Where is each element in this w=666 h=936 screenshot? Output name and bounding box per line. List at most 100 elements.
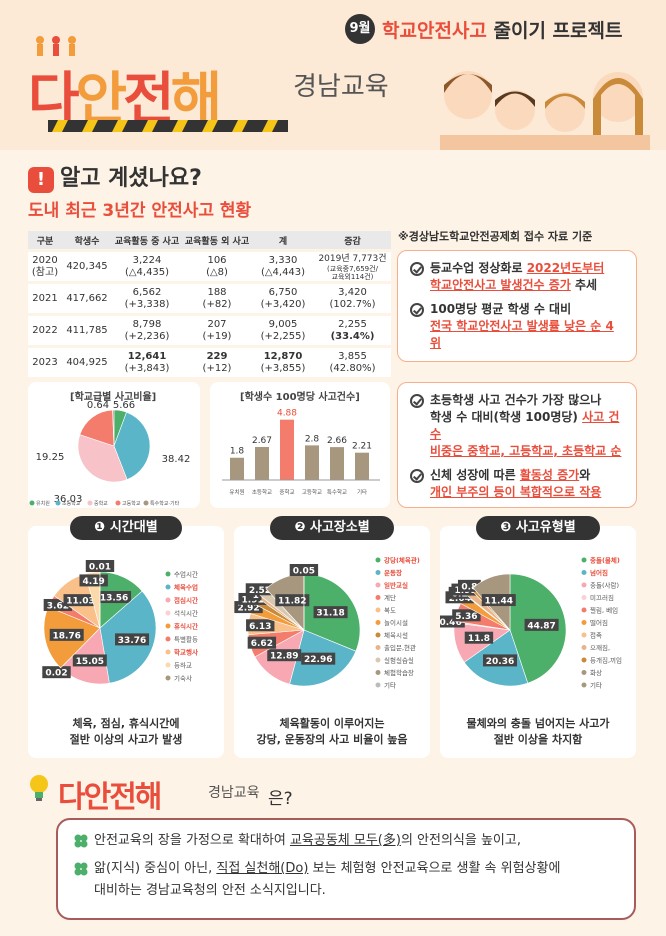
logo-sub-text: 경남교육 (293, 72, 389, 102)
table-header: 계 (252, 231, 314, 249)
table-row: 2023 404,925 12,641 (+3,843) 229 (+12) 12,… (28, 348, 391, 377)
data-label: 2.8 (305, 434, 320, 444)
legend-marker (87, 500, 93, 506)
tick-label: 초등학교 (252, 488, 272, 496)
data-label-box (452, 609, 481, 622)
legend-marker (581, 582, 587, 588)
legend-entry: 기타 (384, 681, 396, 690)
legend-entry: 충돌(사람) (590, 581, 619, 590)
footer-question: 은? (268, 789, 293, 809)
data-label-box (275, 594, 310, 607)
data-label-box (267, 649, 302, 662)
legend-entry: 운동장 (384, 568, 402, 577)
section-subheading: 도내 최근 3년간 안전사고 현황 (28, 201, 252, 221)
legend-marker (375, 682, 381, 688)
table-row: 2022 411,785 8,798 (+2,236) 207 (+19) 9,00… (28, 316, 391, 345)
legend-marker (375, 557, 381, 563)
legend-entry: 휴식시간 (174, 622, 198, 631)
time-badge: ❶ 시간대별 (70, 516, 182, 540)
info-box-trend: 등교수업 정상화로 2022년도부터 학교안전사고 발생건수 증가 추세 100명… (397, 250, 637, 362)
data-label: 31.18 (316, 609, 344, 619)
data-label: 20.36 (486, 657, 514, 667)
table-header-row: 구분 학생수 교육활동 중 사고 교육활동 외 사고 계 증감 (28, 231, 391, 249)
type-pie-chart: 44.8720.3611.80.465.362.640.281.990.811.… (440, 556, 622, 690)
accident-stats-table: 구분 학생수 교육활동 중 사고 교육활동 외 사고 계 증감 2020 (참고)… (28, 228, 391, 380)
legend-entry: 기타 (590, 681, 602, 690)
data-label-box (524, 618, 559, 631)
legend-marker (581, 570, 587, 575)
data-label: 6.62 (251, 639, 273, 649)
legend-marker (375, 645, 381, 650)
data-label-box (483, 654, 518, 667)
data-label: 2.92 (237, 604, 259, 614)
pie-slice (112, 409, 115, 447)
data-label-box (85, 560, 115, 572)
tick-label: 중학교 (279, 488, 294, 496)
info-box-analysis: 초등학생 사고 건수가 가장 많으나 학생 수 대비(학생 100명당) 사고 건… (397, 382, 637, 508)
legend-marker (581, 607, 587, 613)
data-label-box (72, 654, 107, 667)
legend-marker (581, 620, 587, 625)
legend-entry: 수업시간 (174, 570, 198, 579)
per100-chart-panel: [학생수 100명당 사고건수] 1.8 유치원 2.67 초등학교 4.88 중학교 2.… (210, 382, 390, 508)
bar (280, 419, 294, 480)
bar (305, 445, 319, 480)
legend-entry: 화상 (590, 668, 602, 677)
data-label: 6.13 (249, 622, 271, 632)
legend-entry: 출입문,현관 (384, 643, 416, 652)
data-label-box (464, 631, 494, 644)
legend-marker (375, 607, 381, 613)
legend-marker (581, 557, 587, 563)
data-label: 0.01 (89, 563, 111, 573)
month-badge: 9월 (345, 14, 375, 44)
data-label: 2.66 (327, 436, 347, 446)
check-circle-icon (410, 303, 424, 317)
data-label: 0.64 (87, 400, 109, 411)
place-caption: 체육활동이 이루어지는 강당, 운동장의 사고 비율이 높음 (256, 717, 408, 746)
data-label-box (245, 583, 275, 596)
data-label: 0.8 (461, 582, 477, 592)
legend-marker (165, 675, 171, 681)
data-label-box (97, 591, 132, 604)
legend-marker (115, 500, 121, 506)
legend-marker (165, 623, 171, 629)
legend-marker (375, 570, 381, 575)
logo-figures-icon (36, 36, 76, 56)
legend-marker (375, 582, 381, 588)
lightbulb-icon (30, 775, 48, 801)
data-label: 1.8 (230, 447, 245, 457)
legend-marker (165, 571, 171, 577)
legend-entry: 고등학교 (122, 500, 141, 507)
pie-slice (79, 409, 115, 447)
legend-entry: 떨어짐 (590, 618, 608, 627)
data-label-box (42, 666, 71, 679)
chart-title: [학생수 100명당 사고건수] (240, 392, 360, 403)
data-label: 0.46 (440, 618, 462, 628)
data-label: 0.02 (45, 669, 67, 679)
data-label: 4.88 (277, 409, 297, 419)
tick-label: 특수학교 (327, 488, 347, 496)
header-title-highlight: 학교안전사고 (382, 20, 487, 42)
check-circle-icon (410, 394, 424, 408)
data-label: 12.89 (270, 652, 298, 662)
table-header: 구분 (28, 231, 62, 249)
legend-marker (165, 610, 171, 616)
legend-marker (581, 657, 587, 663)
legend-entry: 체육시설 (384, 632, 408, 640)
table-header: 학생수 (62, 231, 112, 249)
clover-icon (74, 834, 88, 848)
data-label-box (289, 564, 319, 577)
header-title-rest: 줄이기 프로젝트 (486, 20, 623, 42)
legend-entry: 복도 (384, 607, 396, 615)
legend-marker (581, 632, 587, 638)
legend-marker (375, 632, 381, 638)
data-label: 1.91 (242, 595, 264, 605)
bar (230, 457, 244, 480)
table-header: 교육활동 외 사고 (182, 231, 252, 249)
legend-entry: 중학교 (94, 500, 108, 507)
section-heading: ! 알고 계셨나요? (28, 160, 202, 193)
data-label: 5.36 (455, 612, 477, 622)
legend-marker (375, 657, 381, 663)
legend-entry: 접촉 (590, 631, 602, 640)
